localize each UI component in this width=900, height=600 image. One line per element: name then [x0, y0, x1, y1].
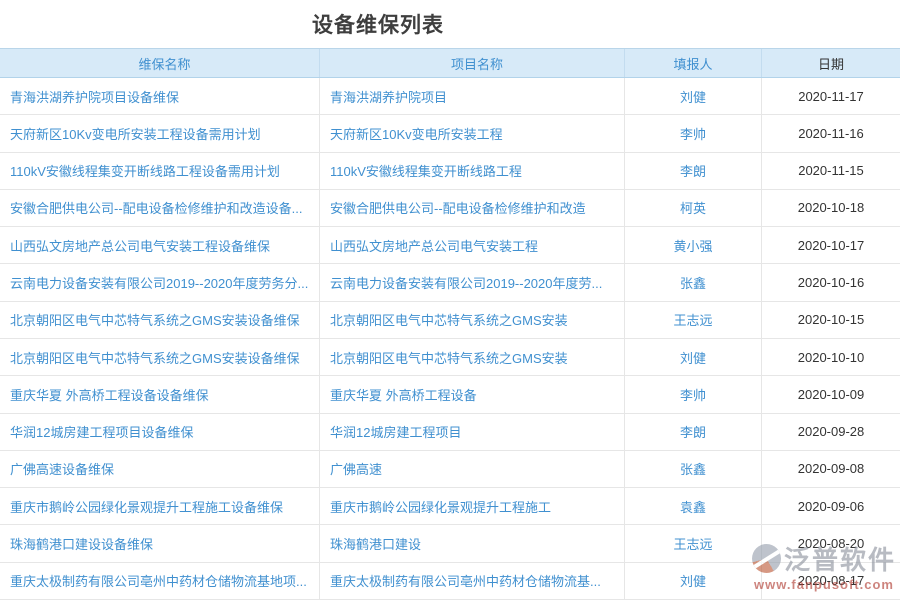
date-cell: 2020-11-15: [798, 163, 864, 179]
table-row: 重庆市鹅岭公园绿化景观提升工程施工设备维保 重庆市鹅岭公园绿化景观提升工程施工 …: [0, 488, 900, 526]
maintenance-name-link[interactable]: 云南电力设备安装有限公司2019--2020年度劳务分...: [0, 264, 320, 301]
project-name-link[interactable]: 云南电力设备安装有限公司2019--2020年度劳...: [320, 264, 625, 301]
project-name-link[interactable]: 重庆华夏 外高桥工程设备: [320, 376, 625, 413]
maintenance-name-link[interactable]: 珠海鹤港口建设设备维保: [0, 525, 320, 562]
maintenance-name-link[interactable]: 华润12城房建工程项目设备维保: [0, 413, 320, 450]
table-body: 青海洪湖养护院项目设备维保 青海洪湖养护院项目 刘健 2020-11-17 天府…: [0, 78, 900, 600]
maintenance-name-link[interactable]: 重庆市鹅岭公园绿化景观提升工程施工设备维保: [0, 488, 320, 525]
table-row: 华润12城房建工程项目设备维保 华润12城房建工程项目 李朗 2020-09-2…: [0, 413, 900, 451]
table-row: 天府新区10Kv变电所安装工程设备需用计划 天府新区10Kv变电所安装工程 李帅…: [0, 115, 900, 153]
maintenance-name-link[interactable]: 北京朝阳区电气中芯特气系统之GMS安装设备维保: [0, 338, 320, 376]
maintenance-name-link[interactable]: 110kV安徽线程集变开断线路工程设备需用计划: [0, 152, 320, 189]
reporter-link[interactable]: 袁鑫: [625, 488, 762, 525]
page-header: 设备维保列表: [0, 0, 900, 48]
project-name-link[interactable]: 山西弘文房地产总公司电气安装工程: [320, 227, 625, 264]
maintenance-name-link[interactable]: 北京朝阳区电气中芯特气系统之GMS安装设备维保: [0, 301, 320, 338]
project-name-link[interactable]: 重庆太极制药有限公司亳州中药材仓储物流基...: [320, 562, 625, 599]
table-row: 北京朝阳区电气中芯特气系统之GMS安装设备维保 北京朝阳区电气中芯特气系统之GM…: [0, 301, 900, 339]
project-name-link[interactable]: 广佛高速: [320, 450, 625, 488]
table-header-row: 维保名称 项目名称 填报人 日期: [0, 48, 900, 78]
table-row: 云南电力设备安装有限公司2019--2020年度劳务分... 云南电力设备安装有…: [0, 264, 900, 302]
maintenance-name-link[interactable]: 天府新区10Kv变电所安装工程设备需用计划: [0, 115, 320, 152]
project-name-link[interactable]: 安徽合肥供电公司--配电设备检修维护和改造: [320, 189, 625, 227]
date-cell: 2020-09-08: [797, 461, 865, 477]
date-cell: 2020-11-16: [798, 125, 864, 141]
project-name-link[interactable]: 珠海鹤港口建设: [320, 525, 625, 562]
date-cell: 2020-09-28: [797, 424, 865, 440]
column-header-maintenance-name: 维保名称: [0, 49, 320, 77]
date-cell: 2020-10-17: [797, 237, 865, 253]
reporter-link[interactable]: 张鑫: [625, 450, 762, 488]
reporter-link[interactable]: 刘健: [625, 562, 762, 599]
table-row: 珠海鹤港口建设设备维保 珠海鹤港口建设 王志远 2020-08-20: [0, 525, 900, 563]
reporter-link[interactable]: 李朗: [625, 413, 762, 450]
table-row: 安徽合肥供电公司--配电设备检修维护和改造设备... 安徽合肥供电公司--配电设…: [0, 189, 900, 228]
reporter-link[interactable]: 刘健: [625, 338, 762, 376]
project-name-link[interactable]: 北京朝阳区电气中芯特气系统之GMS安装: [320, 301, 625, 338]
table-row: 广佛高速设备维保 广佛高速 张鑫 2020-09-08: [0, 450, 900, 489]
date-cell: 2020-10-10: [797, 349, 865, 365]
column-header-project-name: 项目名称: [320, 49, 625, 77]
table-row: 山西弘文房地产总公司电气安装工程设备维保 山西弘文房地产总公司电气安装工程 黄小…: [0, 227, 900, 265]
column-header-date: 日期: [817, 56, 844, 72]
maintenance-name-link[interactable]: 山西弘文房地产总公司电气安装工程设备维保: [0, 227, 320, 264]
project-name-link[interactable]: 天府新区10Kv变电所安装工程: [320, 115, 625, 152]
reporter-link[interactable]: 李朗: [625, 152, 762, 189]
table-row: 重庆太极制药有限公司亳州中药材仓储物流基地项... 重庆太极制药有限公司亳州中药…: [0, 562, 900, 600]
date-cell: 2020-10-16: [797, 275, 865, 291]
date-cell: 2020-08-17: [797, 573, 865, 589]
date-cell: 2020-09-06: [797, 498, 865, 514]
reporter-link[interactable]: 李帅: [625, 115, 762, 152]
table-row: 青海洪湖养护院项目设备维保 青海洪湖养护院项目 刘健 2020-11-17: [0, 78, 900, 116]
reporter-link[interactable]: 王志远: [625, 301, 762, 338]
reporter-link[interactable]: 刘健: [625, 78, 762, 115]
reporter-link[interactable]: 张鑫: [625, 264, 762, 301]
date-cell: 2020-08-20: [797, 536, 865, 552]
maintenance-name-link[interactable]: 重庆华夏 外高桥工程设备设备维保: [0, 376, 320, 413]
table-row: 110kV安徽线程集变开断线路工程设备需用计划 110kV安徽线程集变开断线路工…: [0, 152, 900, 190]
reporter-link[interactable]: 黄小强: [625, 227, 762, 264]
table-row: 北京朝阳区电气中芯特气系统之GMS安装设备维保 北京朝阳区电气中芯特气系统之GM…: [0, 338, 900, 377]
page-title: 设备维保列表: [312, 14, 444, 37]
project-name-link[interactable]: 北京朝阳区电气中芯特气系统之GMS安装: [320, 338, 625, 376]
maintenance-table: 维保名称 项目名称 填报人 日期 青海洪湖养护院项目设备维保 青海洪湖养护院项目…: [0, 48, 900, 600]
date-cell: 2020-11-17: [798, 88, 864, 104]
reporter-link[interactable]: 柯英: [625, 189, 762, 227]
reporter-link[interactable]: 王志远: [625, 525, 762, 562]
maintenance-name-link[interactable]: 安徽合肥供电公司--配电设备检修维护和改造设备...: [0, 189, 320, 227]
table-row: 重庆华夏 外高桥工程设备设备维保 重庆华夏 外高桥工程设备 李帅 2020-10…: [0, 376, 900, 414]
project-name-link[interactable]: 青海洪湖养护院项目: [320, 78, 625, 115]
date-cell: 2020-10-09: [797, 386, 865, 402]
column-header-reporter: 填报人: [625, 49, 762, 77]
maintenance-name-link[interactable]: 青海洪湖养护院项目设备维保: [0, 78, 320, 115]
maintenance-name-link[interactable]: 重庆太极制药有限公司亳州中药材仓储物流基地项...: [0, 562, 320, 599]
project-name-link[interactable]: 华润12城房建工程项目: [320, 413, 625, 450]
date-cell: 2020-10-18: [797, 200, 865, 216]
maintenance-name-link[interactable]: 广佛高速设备维保: [0, 450, 320, 488]
project-name-link[interactable]: 重庆市鹅岭公园绿化景观提升工程施工: [320, 488, 625, 525]
project-name-link[interactable]: 110kV安徽线程集变开断线路工程: [320, 152, 625, 189]
reporter-link[interactable]: 李帅: [625, 376, 762, 413]
date-cell: 2020-10-15: [797, 312, 865, 328]
